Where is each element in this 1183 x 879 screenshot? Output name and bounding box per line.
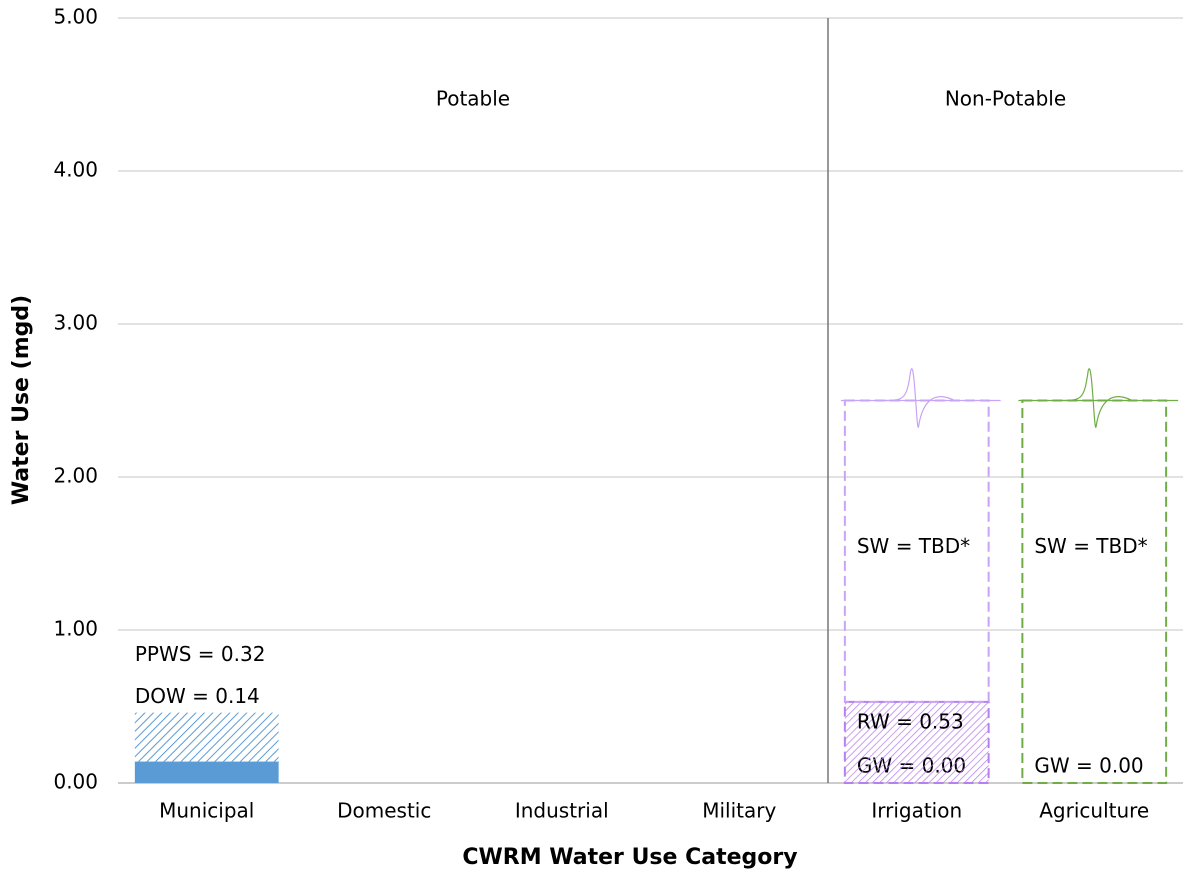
break-mark xyxy=(1062,368,1133,428)
bar-segment xyxy=(134,712,279,762)
break-mark xyxy=(884,368,956,428)
y-tick-label: 1.00 xyxy=(53,617,98,641)
x-axis-title: CWRM Water Use Category xyxy=(462,845,797,870)
section-label: Non-Potable xyxy=(945,87,1066,111)
data-label: SW = TBD* xyxy=(1034,534,1147,558)
x-tick-label: Agriculture xyxy=(1039,799,1149,823)
y-tick-label: 5.00 xyxy=(53,5,98,29)
data-label: SW = TBD* xyxy=(857,534,970,558)
bar-segment xyxy=(1021,399,1168,784)
section-label: Potable xyxy=(436,87,510,111)
data-label: DOW = 0.14 xyxy=(135,684,260,708)
y-tick-label: 0.00 xyxy=(53,770,98,794)
x-tick-label: Municipal xyxy=(159,799,254,823)
bar-segment xyxy=(134,761,279,783)
bar-segment xyxy=(843,700,990,784)
y-tick-label: 4.00 xyxy=(53,158,98,182)
y-tick-label: 2.00 xyxy=(53,464,98,488)
y-axis-title: Water Use (mgd) xyxy=(9,295,34,505)
y-tick-label: 3.00 xyxy=(53,311,98,335)
x-tick-label: Military xyxy=(702,799,776,823)
x-tick-label: Irrigation xyxy=(871,799,962,823)
bar-segment xyxy=(843,399,990,703)
data-label: GW = 0.00 xyxy=(1034,754,1143,778)
x-tick-label: Industrial xyxy=(515,799,609,823)
x-tick-label: Domestic xyxy=(337,799,431,823)
data-label: PPWS = 0.32 xyxy=(135,642,266,666)
data-label: RW = 0.53 xyxy=(857,709,964,733)
